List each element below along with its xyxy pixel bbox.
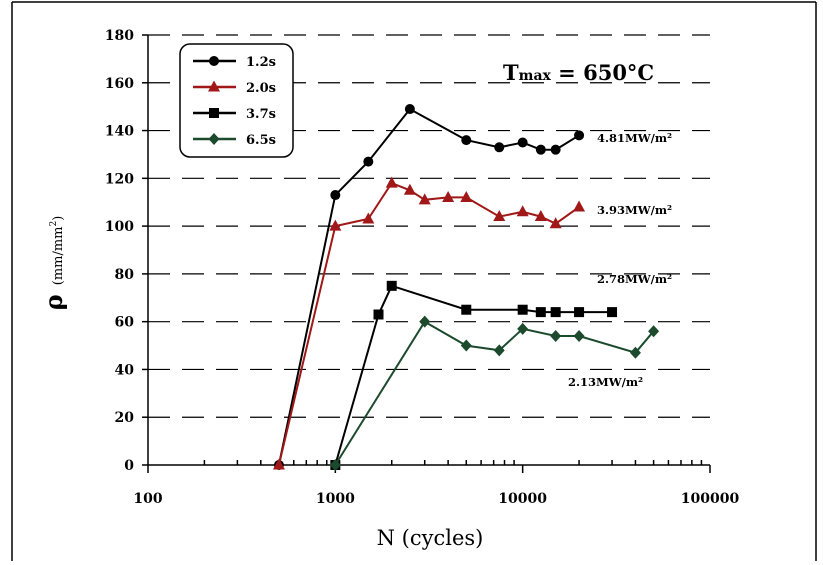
legend-marker-2.0s [208,80,220,92]
series-label-2.0s: 3.93MW/m² [597,203,672,217]
x-tick-label-100: 100 [133,491,162,507]
point-2.0s-4000 [442,190,455,202]
temperature-annotation-sub: max [519,68,552,84]
point-2.0s-12500 [534,210,547,222]
point-6.5s-1000 [329,459,341,471]
legend-label-6.5s: 6.5s [246,133,276,148]
series-labels: 4.81MW/m² 3.93MW/m² 2.78MW/m² 2.13MW/m² [568,131,672,389]
legend-label-1.2s: 1.2s [246,55,276,70]
y-axis-title: ρ (mm/mm2) [39,216,68,311]
x-axis-title: N (cycles) [377,526,484,550]
point-2.0s-1000 [329,219,342,231]
point-3.7s-5000 [461,304,472,315]
point-6.5s-50000 [648,325,660,338]
y-tick-label-80: 80 [115,267,135,283]
series-label-1.2s: 4.81MW/m² [597,131,672,145]
point-6.5s-15000 [550,330,562,342]
point-6.5s-5000 [460,339,472,352]
y-tick-label-100: 100 [105,219,134,235]
temperature-annotation-rest: = 650°C [551,60,654,85]
point-6.5s-20000 [573,330,585,342]
y-axis-title-unit-close: ) [51,216,66,221]
point-1.2s-1000 [330,190,341,201]
series-layer [272,104,660,471]
point-1.2s-5000 [461,135,472,146]
point-1.2s-15000 [550,144,561,155]
point-2.0s-500 [272,458,285,470]
x-tick-label-10000: 10000 [498,491,547,507]
point-2.0s-5000 [460,190,473,202]
figure-border [11,1,817,561]
point-6.5s-7500 [493,344,505,357]
legend-box [179,43,294,158]
y-axis-title-unit-exp: 2 [49,221,59,227]
point-2.0s-1500 [362,212,375,224]
point-3.7s-15000 [550,307,561,318]
point-3.7s-30000 [607,307,618,318]
point-2.0s-2500 [403,183,416,195]
y-axis-title-symbol: ρ [39,294,68,310]
point-6.5s-40000 [629,346,641,359]
point-1.2s-10000 [517,137,528,148]
y-tick-label-140: 140 [105,124,134,140]
series-line-1.2s [277,107,580,466]
series-6.5s [329,315,660,471]
svg-text:ρ (mm/mm2): ρ (mm/mm2) [39,216,68,311]
point-2.0s-2000 [385,176,398,188]
temperature-annotation-main: T [503,60,519,85]
point-6.5s-3000 [419,315,431,328]
point-3.7s-12500 [535,307,546,318]
legend-marker-3.7s [209,108,219,118]
series-1.2s [273,104,585,470]
legend-marker-1.2s [209,56,219,66]
x-tick-label-1000: 1000 [316,491,355,507]
y-tick-label-60: 60 [115,315,135,331]
point-2.0s-3000 [418,193,431,205]
point-6.5s-10000 [517,322,529,335]
point-2.0s-20000 [573,200,586,212]
series-3.7s [330,280,618,470]
temperature-annotation: Tmax = 650°C [503,60,654,85]
legend-label-3.7s: 3.7s [246,107,276,122]
point-1.2s-1500 [363,156,374,167]
point-2.0s-15000 [549,217,562,229]
point-1.2s-2500 [404,104,415,115]
point-3.7s-2000 [386,280,397,291]
point-3.7s-10000 [517,304,528,315]
y-tick-label-180: 180 [105,28,134,44]
series-line-6.5s [334,320,655,466]
x-tick-label-100000: 100000 [681,491,740,507]
point-2.0s-10000 [516,205,529,217]
legend-marker-6.5s [208,133,220,145]
point-3.7s-20000 [574,307,585,318]
point-2.0s-7500 [493,210,506,222]
y-tick-label-0: 0 [124,458,134,474]
x-axis-ticks: 100 1000 10000 100000 [133,460,739,507]
series-label-3.7s: 2.78MW/m² [597,272,672,286]
series-label-6.5s: 2.13MW/m² [568,375,643,389]
series-2.0s [272,176,586,470]
point-3.7s-1700 [373,309,384,320]
legend-label-2.0s: 2.0s [246,81,276,96]
y-tick-label-120: 120 [105,171,134,187]
y-tick-label-160: 160 [105,76,134,92]
axes [147,35,710,466]
y-tick-label-20: 20 [115,410,135,426]
point-1.2s-12500 [535,144,546,155]
y-axis-title-unit: (mm/mm [51,226,66,285]
y-axis-ticks: 0 20 40 60 80 100 120 140 160 180 [105,28,148,474]
point-1.2s-20000 [574,130,585,141]
y-tick-label-40: 40 [115,362,135,378]
point-1.2s-7500 [494,142,505,153]
legend: 1.2s 2.0s 3.7s 6.5s [179,43,294,158]
